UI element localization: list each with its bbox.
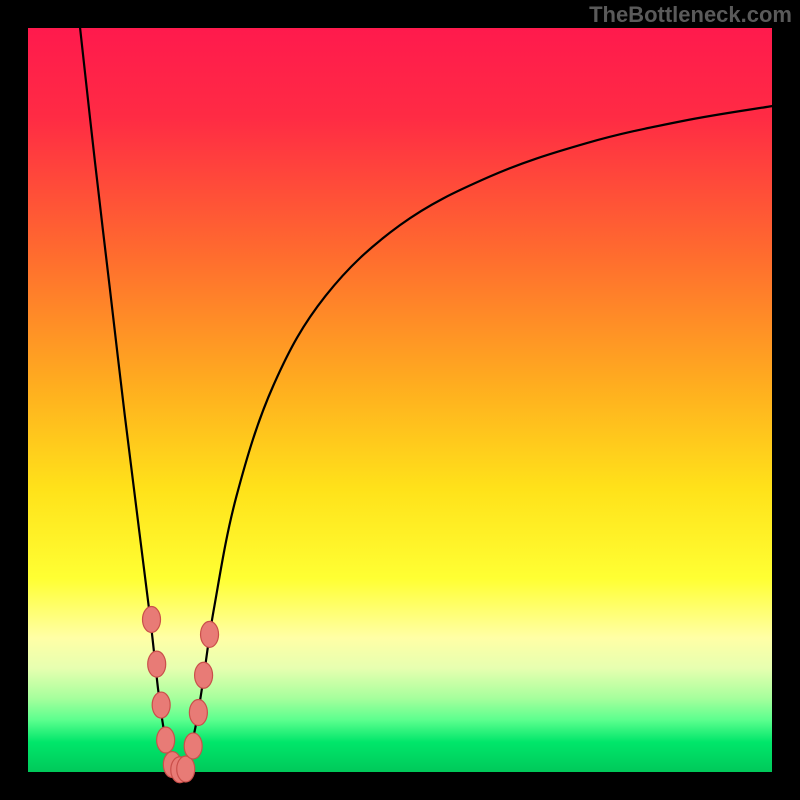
marker-point — [148, 651, 166, 677]
marker-point — [143, 606, 161, 632]
marker-point — [157, 727, 175, 753]
bottleneck-chart-svg — [0, 0, 800, 800]
marker-point — [195, 662, 213, 688]
marker-point — [184, 733, 202, 759]
marker-point — [152, 692, 170, 718]
plot-background — [28, 28, 772, 772]
chart-frame: TheBottleneck.com — [0, 0, 800, 800]
marker-point — [201, 621, 219, 647]
marker-point — [189, 699, 207, 725]
marker-point — [177, 756, 195, 782]
